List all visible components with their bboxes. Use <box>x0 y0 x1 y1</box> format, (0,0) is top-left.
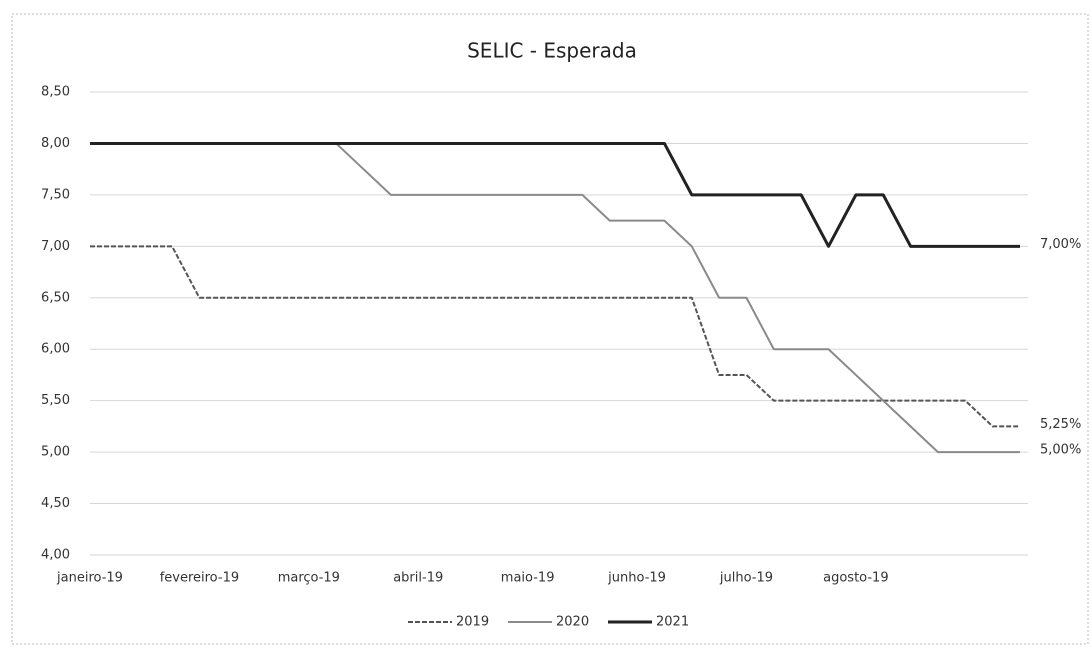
x-tick-label: janeiro-19 <box>56 571 123 586</box>
y-tick-label: 4,00 <box>41 548 70 563</box>
y-tick-label: 8,50 <box>41 85 70 100</box>
x-tick-label: julho-19 <box>719 571 773 586</box>
y-tick-label: 6,00 <box>41 342 70 357</box>
x-tick-label: fevereiro-19 <box>160 571 239 586</box>
y-tick-label: 7,50 <box>41 187 70 202</box>
y-tick-label: 8,00 <box>41 136 70 151</box>
y-tick-label: 5,00 <box>41 445 70 460</box>
x-tick-label: junho-19 <box>607 571 666 586</box>
x-tick-label: maio-19 <box>501 571 555 586</box>
legend-label: 2020 <box>556 615 589 630</box>
y-tick-label: 5,50 <box>41 393 70 408</box>
x-tick-label: abril-19 <box>393 571 443 586</box>
x-tick-label: agosto-19 <box>823 571 888 586</box>
x-tick-label: março-19 <box>278 571 340 586</box>
data-label: 5,00% <box>1040 443 1081 458</box>
y-tick-label: 7,00 <box>41 239 70 254</box>
legend-label: 2019 <box>456 615 489 630</box>
y-tick-label: 4,50 <box>41 496 70 511</box>
data-label: 7,00% <box>1040 237 1081 252</box>
chart-title: SELIC - Esperada <box>467 39 637 63</box>
y-tick-label: 6,50 <box>41 290 70 305</box>
legend-label: 2021 <box>656 615 689 630</box>
series-line <box>90 245 1020 428</box>
series-line <box>90 141 1020 248</box>
data-label: 5,25% <box>1040 417 1081 432</box>
chart-frame <box>11 13 1089 645</box>
